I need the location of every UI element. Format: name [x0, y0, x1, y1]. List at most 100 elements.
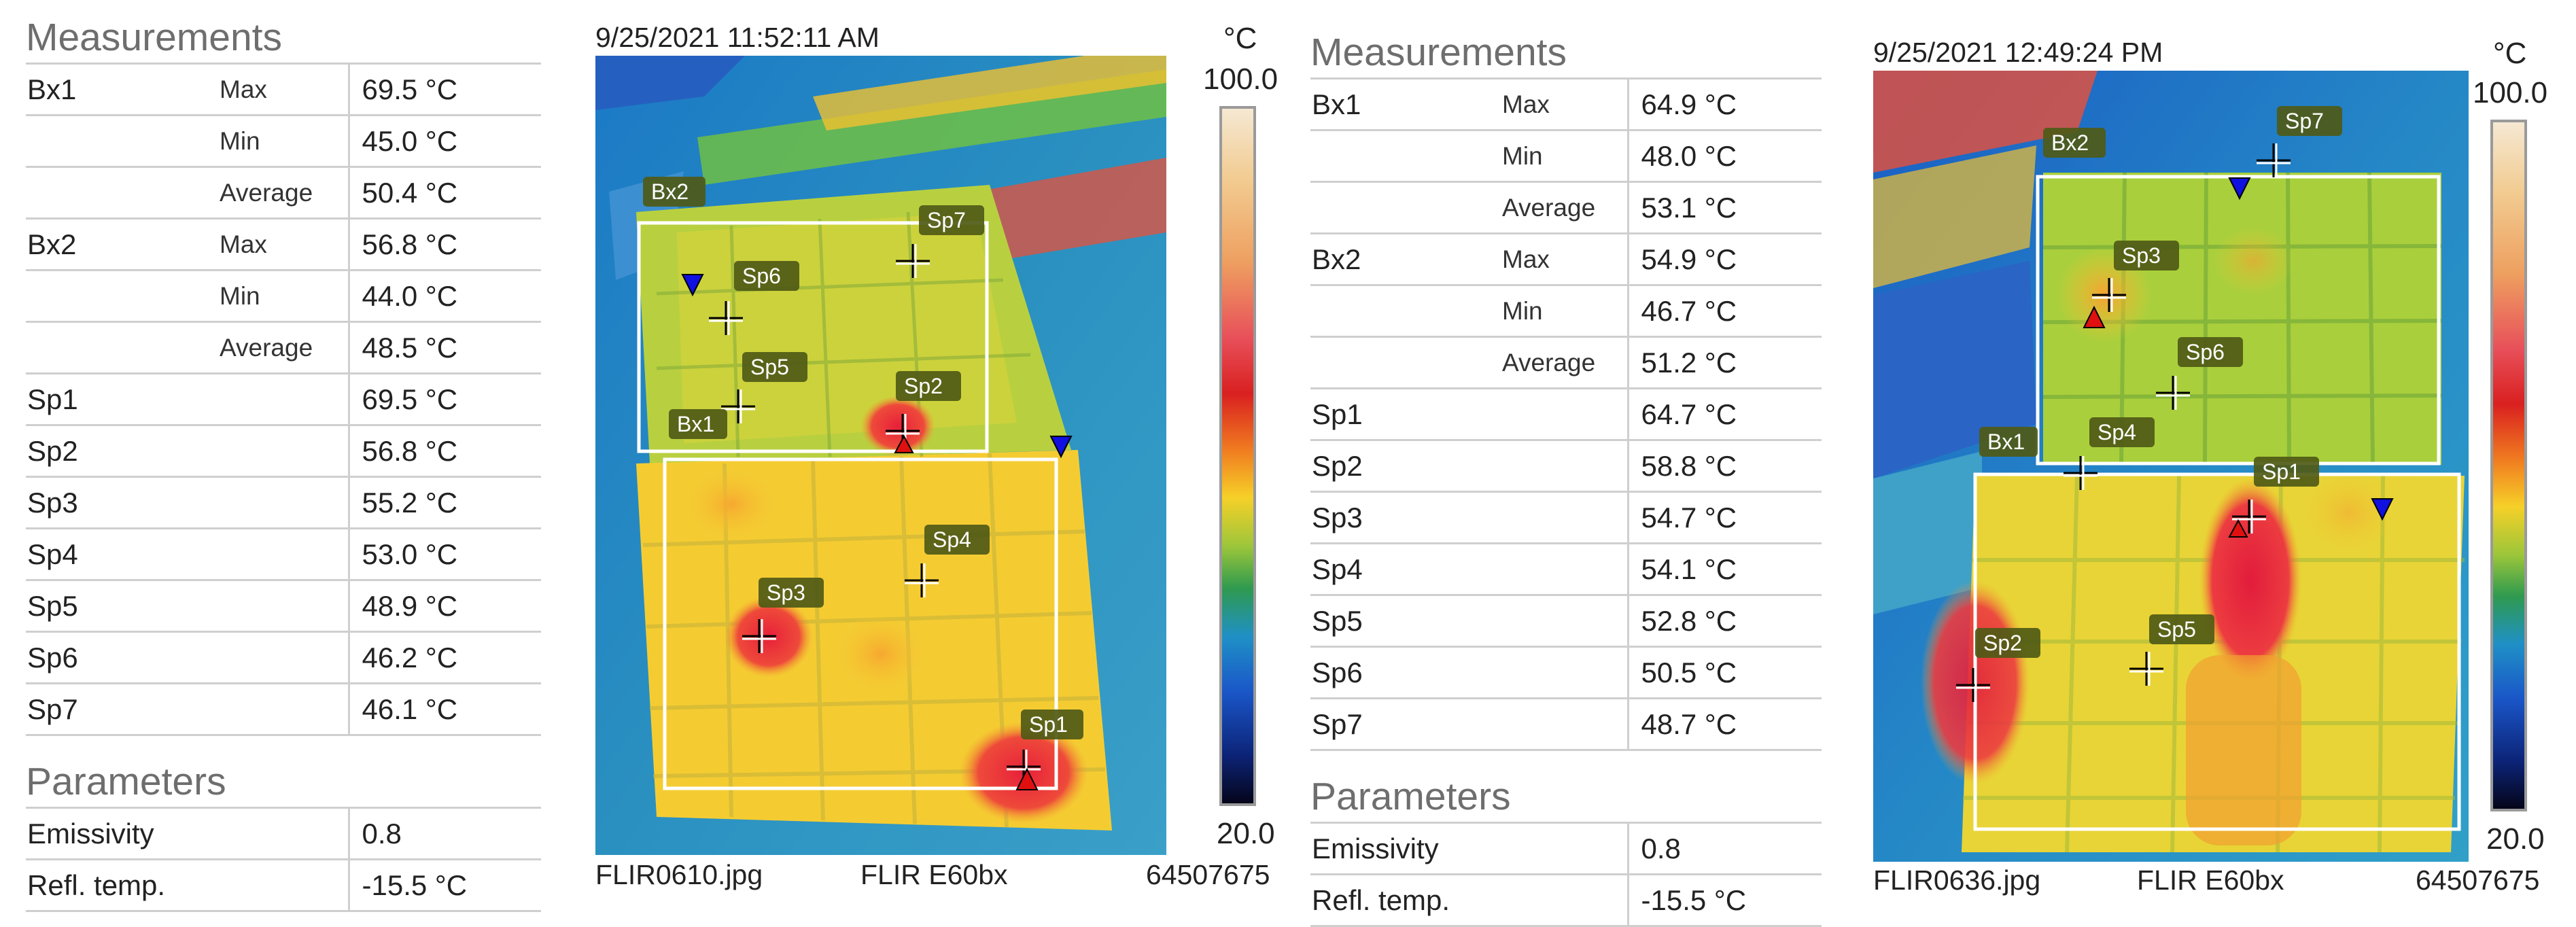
measure-name: Sp7	[26, 683, 220, 736]
measure-name	[1310, 181, 1502, 234]
right-box-bx1[interactable]	[1973, 472, 2461, 831]
right-cold-marker-icon	[2228, 177, 2251, 200]
right-parameters-table: Emissivity 0.8 Refl. temp. -15.5 °C	[1310, 822, 1822, 927]
left-label-sp5: Sp5	[742, 352, 807, 382]
right-box-bx2[interactable]	[2036, 175, 2441, 466]
table-row: Sp6 50.5 °C	[1310, 646, 1822, 699]
measure-name: Sp3	[1310, 491, 1502, 544]
measure-stat: Max	[220, 218, 349, 271]
left-spot-sp1[interactable]	[1007, 750, 1041, 784]
param-name: Refl. temp.	[1310, 874, 1628, 927]
param-name: Refl. temp.	[26, 859, 349, 912]
right-spot-sp3[interactable]	[2092, 278, 2126, 312]
right-filename: FLIR0636.jpg	[1873, 864, 2041, 896]
measure-value: 69.5 °C	[347, 63, 541, 116]
right-spot-sp1[interactable]	[2232, 500, 2266, 534]
measure-stat	[220, 683, 349, 736]
left-spot-sp4[interactable]	[905, 563, 939, 597]
right-camera-model: FLIR E60bx	[2137, 864, 2284, 896]
measure-value: 48.5 °C	[347, 321, 541, 374]
right-measurements-panel: Measurements Bx1 Max 64.9 °C Min 48.0 °C Av…	[1310, 27, 1822, 927]
table-row: Bx2 Max 54.9 °C	[1310, 233, 1822, 286]
right-label-sp5: Sp5	[2149, 614, 2214, 644]
left-spot-sp2[interactable]	[886, 414, 920, 448]
measure-stat	[1502, 440, 1628, 493]
param-name: Emissivity	[26, 807, 349, 860]
measure-stat: Average	[220, 167, 349, 220]
table-row: Emissivity 0.8	[26, 807, 541, 860]
right-spot-sp5[interactable]	[2129, 652, 2163, 686]
table-row: Min 48.0 °C	[1310, 130, 1822, 183]
right-thermal-image: Bx2 Bx1 Sp1 Sp2 Sp3 Sp4 Sp5 Sp6 Sp7	[1873, 71, 2469, 862]
right-label-sp1-text: Sp1	[2262, 459, 2301, 484]
right-label-bx2: Bx2	[2043, 128, 2106, 158]
measure-stat	[1502, 388, 1628, 441]
measure-value: 45.0 °C	[347, 115, 541, 168]
table-row: Sp5 52.8 °C	[1310, 595, 1822, 648]
right-label-sp6: Sp6	[2178, 337, 2243, 367]
measure-value: 48.0 °C	[1626, 130, 1822, 183]
measure-value: 53.0 °C	[347, 528, 541, 581]
measure-value: 56.8 °C	[347, 218, 541, 271]
left-spot-sp3[interactable]	[742, 619, 776, 653]
left-unit-label: °C	[1223, 22, 1257, 55]
right-serial-number: 64507675	[2416, 864, 2540, 896]
left-upper-panel	[636, 185, 1071, 463]
right-spot-sp6[interactable]	[2156, 376, 2190, 410]
measure-name	[1310, 130, 1502, 183]
left-label-sp3-text: Sp3	[767, 580, 805, 605]
measure-value: 53.1 °C	[1626, 181, 1822, 234]
measure-name: Sp1	[1310, 388, 1502, 441]
right-label-sp7: Sp7	[2277, 106, 2342, 136]
table-row: Sp1 69.5 °C	[26, 373, 541, 426]
right-measurements-table: Bx1 Max 64.9 °C Min 48.0 °C Average 53.1 °C …	[1310, 77, 1822, 751]
left-label-sp1: Sp1	[1021, 710, 1083, 739]
left-box-bx1[interactable]	[663, 457, 1058, 790]
table-row: Average 51.2 °C	[1310, 336, 1822, 389]
measure-name: Bx1	[1310, 77, 1502, 131]
measure-value: 54.7 °C	[1626, 491, 1822, 544]
right-label-sp5-text: Sp5	[2157, 617, 2196, 642]
measure-value: 46.1 °C	[347, 683, 541, 736]
right-label-sp6-text: Sp6	[2186, 340, 2225, 364]
left-label-bx2: Bx2	[643, 177, 706, 207]
measure-name	[26, 321, 220, 374]
left-label-sp2: Sp2	[896, 371, 961, 401]
left-label-bx1-text: Bx1	[677, 412, 714, 436]
left-box-bx2[interactable]	[637, 221, 989, 453]
param-value: 0.8	[347, 807, 541, 860]
left-label-bx1: Bx1	[669, 409, 727, 439]
right-measurements-title: Measurements	[1310, 31, 1567, 74]
measure-value: 55.2 °C	[347, 476, 541, 529]
measure-stat: Min	[220, 115, 349, 168]
left-spot-sp6[interactable]	[709, 301, 743, 335]
left-measurements-title: Measurements	[26, 16, 282, 59]
left-label-sp7: Sp7	[919, 205, 984, 235]
right-spot-sp7[interactable]	[2257, 143, 2291, 177]
measure-name: Sp4	[26, 528, 220, 581]
measure-name: Sp6	[26, 631, 220, 684]
left-background-modules	[595, 56, 1166, 280]
right-spot-sp4[interactable]	[2064, 456, 2098, 490]
left-hot-marker-icon	[1015, 767, 1039, 790]
measure-value: 54.1 °C	[1626, 543, 1822, 596]
left-spot-sp5[interactable]	[721, 389, 755, 423]
left-measurements-table: Bx1 Max 69.5 °C Min 45.0 °C Average 50.4 °C …	[26, 63, 541, 736]
table-row: Min 44.0 °C	[26, 270, 541, 323]
measure-value: 58.8 °C	[1626, 440, 1822, 493]
left-spot-sp7[interactable]	[896, 244, 930, 278]
measure-value: 44.0 °C	[347, 270, 541, 323]
measure-stat: Min	[220, 270, 349, 323]
measure-value: 51.2 °C	[1626, 336, 1822, 389]
measure-name: Bx2	[1310, 233, 1502, 286]
table-row: Sp7 48.7 °C	[1310, 698, 1822, 751]
measure-name	[1310, 285, 1502, 338]
right-unit-label: °C	[2493, 37, 2527, 70]
right-spot-sp2[interactable]	[1956, 668, 1990, 702]
right-hot-marker-icon	[2083, 305, 2106, 328]
measure-stat	[220, 476, 349, 529]
right-label-sp3-text: Sp3	[2122, 243, 2161, 268]
left-label-sp2-text: Sp2	[904, 374, 943, 398]
right-parameters-title: Parameters	[1310, 775, 1511, 818]
table-row: Bx1 Max 64.9 °C	[1310, 77, 1822, 131]
